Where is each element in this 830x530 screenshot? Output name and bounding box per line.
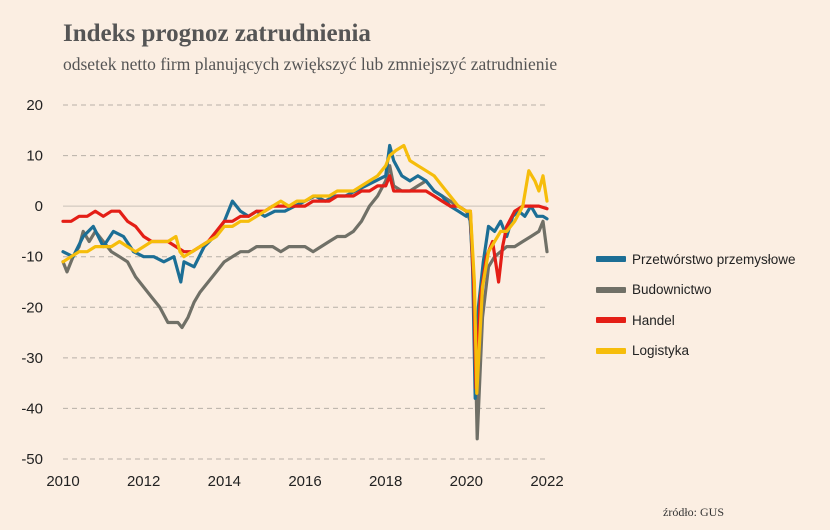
x-tick-label: 2020: [450, 473, 483, 490]
legend-item: Logistyka: [596, 336, 796, 367]
series-line-0: [61, 143, 549, 400]
legend-swatch: [596, 256, 626, 263]
legend-label: Logistyka: [632, 343, 690, 359]
source-note: źródło: GUS: [663, 505, 724, 519]
x-tick-label: 2016: [288, 473, 321, 490]
x-tick-label: 2012: [127, 473, 160, 490]
legend-swatch: [596, 286, 626, 293]
y-tick-label: 20: [26, 97, 43, 114]
chart-title: Indeks prognoz zatrudnienia: [63, 20, 371, 47]
legend-label: Budownictwo: [632, 282, 712, 298]
y-tick-label: 10: [26, 148, 43, 165]
legend: Przetwórstwo przemysłowe Budownictwo Hande…: [596, 244, 796, 366]
legend-item: Przetwórstwo przemysłowe: [596, 244, 796, 275]
series-lines: [61, 143, 549, 441]
legend-item: Budownictwo: [596, 275, 796, 306]
legend-swatch: [596, 347, 626, 354]
legend-swatch: [596, 317, 626, 324]
chart-subtitle: odsetek netto firm planujących zwiększyć…: [63, 54, 558, 74]
x-tick-label: 2022: [530, 473, 563, 490]
legend-label: Przetwórstwo przemysłowe: [632, 251, 796, 267]
y-tick-label: -50: [21, 451, 43, 468]
y-tick-label: -20: [21, 299, 43, 316]
y-tick-label: -40: [21, 400, 43, 417]
x-tick-label: 2010: [46, 473, 79, 490]
y-tick-label: 0: [35, 198, 43, 215]
y-axis-ticks: 20 10 0 -10 -20 -30 -40 -50: [21, 97, 43, 468]
x-tick-label: 2018: [369, 473, 402, 490]
legend-item: Handel: [596, 305, 796, 336]
x-axis-ticks: 2010 2012 2014 2016 2018 2020 2022: [46, 473, 563, 490]
legend-label: Handel: [632, 312, 675, 328]
y-tick-label: -30: [21, 350, 43, 367]
y-tick-label: -10: [21, 249, 43, 266]
x-tick-label: 2014: [208, 473, 241, 490]
series-line-3: [61, 143, 549, 395]
